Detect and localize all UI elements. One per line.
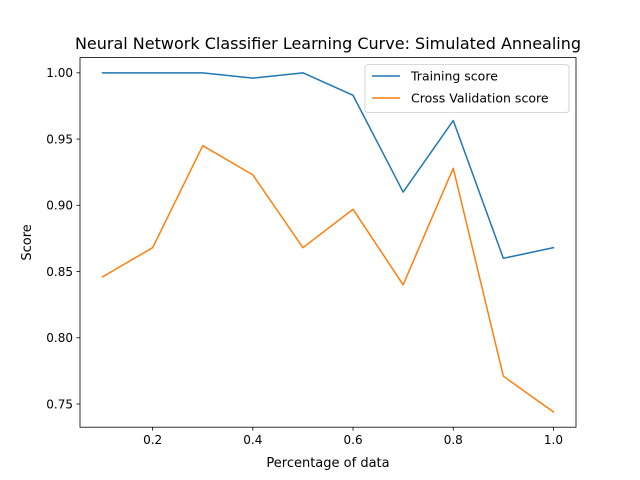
legend-box bbox=[364, 64, 570, 113]
chart-title: Neural Network Classifier Learning Curve… bbox=[75, 34, 581, 53]
y-tick-label: 0.80 bbox=[46, 331, 73, 345]
y-tick-label: 0.95 bbox=[46, 132, 73, 146]
legend-label-cross-validation: Cross Validation score bbox=[411, 91, 549, 106]
y-axis-label: Score bbox=[20, 224, 35, 260]
plot-area-frame bbox=[79, 57, 577, 428]
y-tick-label: 0.90 bbox=[46, 199, 73, 213]
x-tick-label: 1.0 bbox=[544, 433, 563, 447]
legend: Training score Cross Validation score bbox=[364, 64, 570, 113]
series-line-training-score bbox=[101, 72, 555, 260]
y-tick-label: 1.00 bbox=[46, 66, 73, 80]
x-tick-label: 0.2 bbox=[143, 433, 162, 447]
y-axis: 0.75 0.80 0.85 0.90 0.95 1.00 bbox=[46, 66, 80, 411]
x-tick-label: 0.6 bbox=[344, 433, 363, 447]
series-layer bbox=[101, 72, 555, 414]
y-tick-label: 0.85 bbox=[46, 265, 73, 279]
x-tick-label: 0.8 bbox=[444, 433, 463, 447]
series-line-cross-validation-score bbox=[101, 144, 555, 414]
x-tick-label: 0.4 bbox=[243, 433, 262, 447]
y-tick-label: 0.75 bbox=[46, 397, 73, 411]
x-axis-label: Percentage of data bbox=[266, 456, 389, 471]
legend-label-training: Training score bbox=[410, 69, 498, 84]
x-axis: 0.2 0.4 0.6 0.8 1.0 bbox=[143, 427, 563, 447]
